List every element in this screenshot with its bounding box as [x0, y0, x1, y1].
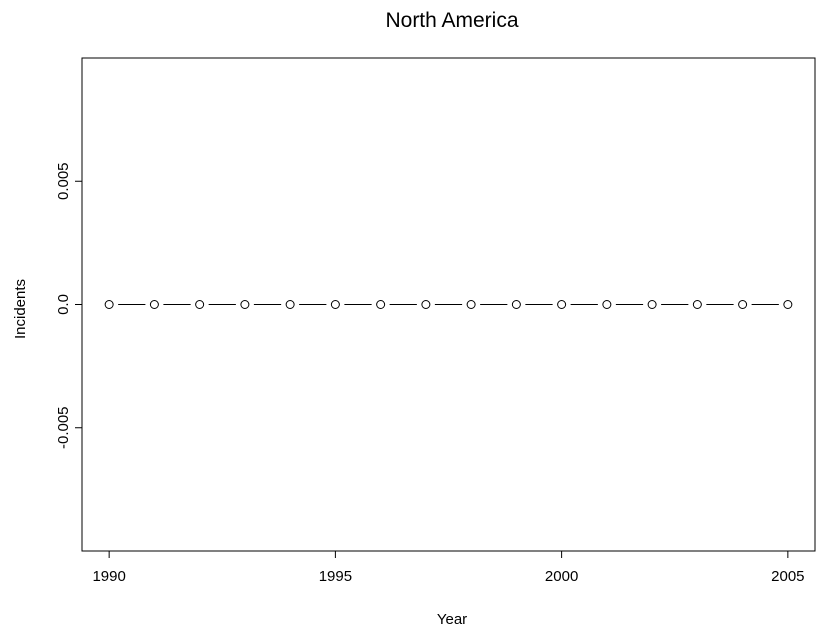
data-point [466, 300, 476, 309]
x-axis-label: Year [437, 611, 467, 628]
x-axis: 1990 1995 2000 2005 [92, 550, 805, 585]
data-point [240, 300, 250, 309]
data-point [511, 300, 521, 309]
data-point [692, 300, 702, 309]
data-point [557, 300, 567, 309]
data-point [602, 300, 612, 309]
data-point [647, 300, 657, 309]
y-tick-label: 0.005 [55, 162, 72, 200]
data-point [149, 300, 159, 309]
data-point [738, 300, 748, 309]
y-axis: -0.005 0.0 0.005 [55, 162, 83, 449]
data-point [783, 300, 793, 309]
x-tick-label: 2005 [771, 568, 804, 585]
data-point [330, 300, 340, 309]
y-axis-label: Incidents [12, 279, 29, 339]
data-point [195, 300, 205, 309]
data-point [104, 300, 114, 309]
series-points [104, 300, 793, 309]
x-tick-label: 1995 [319, 568, 352, 585]
data-point [376, 300, 386, 309]
y-tick-label: 0.0 [55, 294, 72, 315]
data-point [285, 300, 295, 309]
chart-title: North America [385, 9, 518, 32]
y-tick-label: -0.005 [55, 406, 72, 449]
x-tick-label: 2000 [545, 568, 578, 585]
x-tick-label: 1990 [92, 568, 125, 585]
data-point [421, 300, 431, 309]
